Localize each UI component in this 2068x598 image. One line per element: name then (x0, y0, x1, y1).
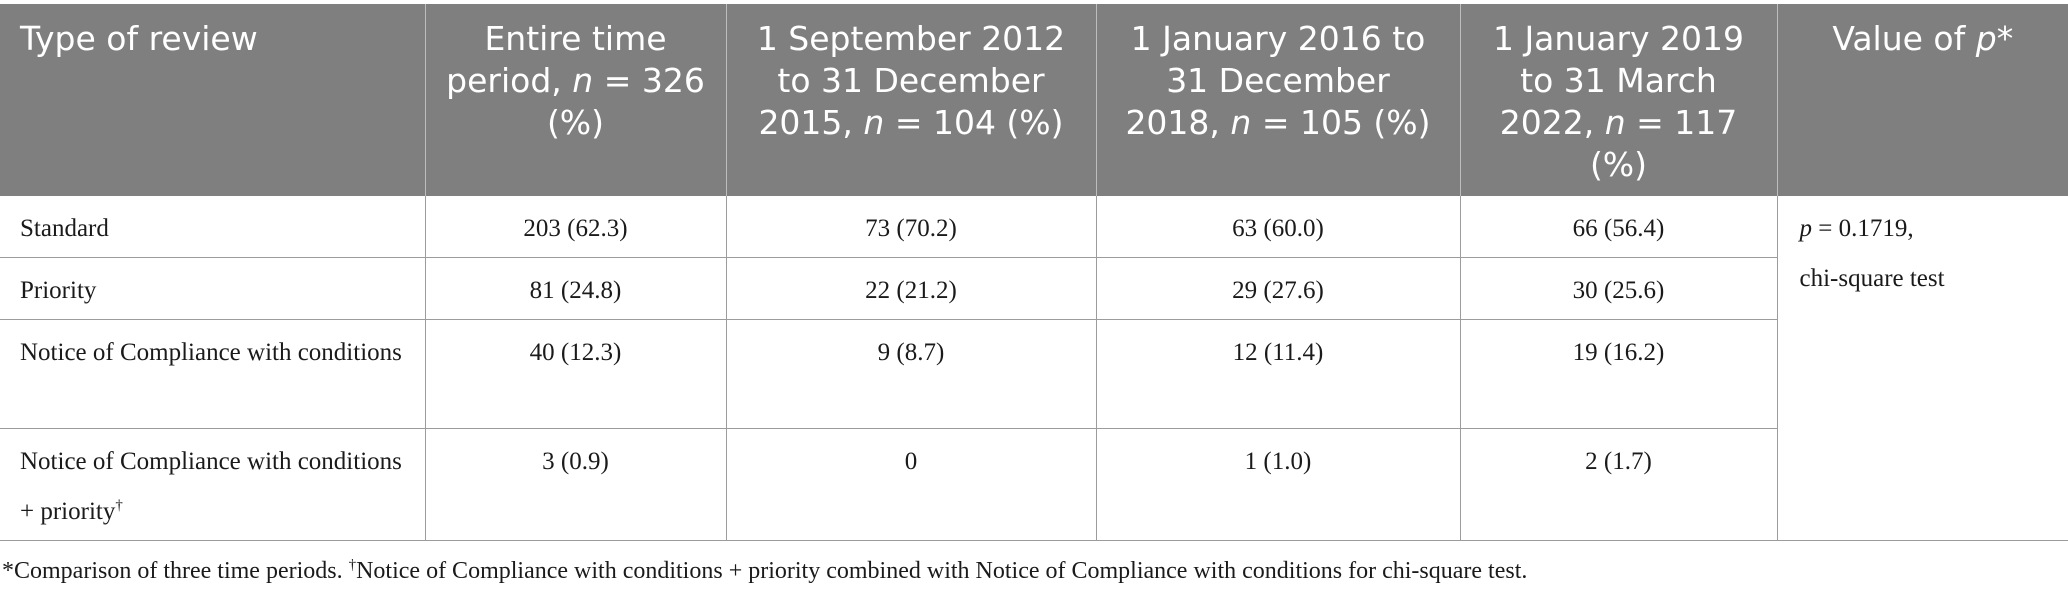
header-count: = 104 (%) (884, 103, 1064, 142)
n-symbol: n (1230, 103, 1252, 142)
p-symbol: p (1975, 19, 1997, 58)
dagger-marker: † (348, 557, 357, 573)
cell-period-2012-2015: 73 (70.2) (726, 196, 1097, 258)
cell-review-type: Standard (0, 196, 426, 258)
cell-period-2019-2022: 66 (56.4) (1460, 196, 1778, 258)
header-label: 1 January 2016 to 31 December 2018, (1125, 19, 1426, 142)
header-p-value: Value of p* (1777, 4, 2068, 196)
dagger-marker: † (115, 497, 123, 514)
review-type-label: Notice of Compliance with conditions + p… (20, 447, 402, 525)
n-symbol: n (1604, 103, 1626, 142)
cell-period-2012-2015: 9 (8.7) (726, 319, 1097, 429)
data-table: Type of review Entire time period, n = 3… (0, 4, 2068, 541)
table-row: Notice of Compliance with conditions 40 … (0, 319, 2068, 429)
asterisk-marker: * (1996, 19, 2014, 58)
header-row: Type of review Entire time period, n = 3… (0, 4, 2068, 196)
cell-entire-period: 3 (0.9) (425, 428, 727, 541)
n-symbol: n (863, 103, 885, 142)
cell-entire-period: 203 (62.3) (425, 196, 727, 258)
cell-period-2012-2015: 0 (726, 428, 1097, 541)
cell-entire-period: 81 (24.8) (425, 257, 727, 320)
cell-review-type: Notice of Compliance with conditions (0, 319, 426, 429)
header-period-2012-2015: 1 September 2012 to 31 December 2015, n … (726, 4, 1097, 196)
table-row: Priority 81 (24.8) 22 (21.2) 29 (27.6) 3… (0, 257, 2068, 320)
header-label: Type of review (20, 19, 258, 58)
header-count: = 326 (%) (546, 61, 705, 142)
header-entire-period: Entire time period, n = 326 (%) (425, 4, 727, 196)
header-period-2019-2022: 1 January 2019 to 31 March 2022, n = 117… (1460, 4, 1778, 196)
footnote-text: *Comparison of three time periods. (2, 558, 349, 584)
header-type-of-review: Type of review (0, 4, 426, 196)
cell-period-2019-2022: 2 (1.7) (1460, 428, 1778, 541)
cell-p-value: p = 0.1719, chi-square test (1777, 196, 2068, 541)
cell-period-2016-2018: 12 (11.4) (1096, 319, 1461, 429)
cell-period-2019-2022: 19 (16.2) (1460, 319, 1778, 429)
p-value-line: p = 0.1719, (1800, 204, 2051, 254)
header-label: 1 January 2019 to 31 March 2022, (1492, 19, 1745, 142)
table-header: Type of review Entire time period, n = 3… (0, 4, 2068, 196)
p-value-test: chi-square test (1799, 265, 1945, 292)
p-symbol: p (1799, 215, 1813, 242)
cell-review-type: Notice of Compliance with conditions + p… (0, 428, 426, 541)
header-label: Entire time period, (446, 19, 667, 100)
header-count: = 105 (%) (1251, 103, 1431, 142)
n-symbol: n (572, 61, 594, 100)
footnote-text: Notice of Compliance with conditions + p… (356, 558, 1528, 584)
review-type-table: Type of review Entire time period, n = 3… (0, 4, 2068, 541)
table-row: Standard 203 (62.3) 73 (70.2) 63 (60.0) … (0, 196, 2068, 541)
header-count: = 117 (%) (1589, 103, 1738, 184)
table-row: Notice of Compliance with conditions + p… (0, 428, 2068, 541)
header-label: 1 September 2012 to 31 December 2015, (756, 19, 1066, 142)
cell-period-2016-2018: 1 (1.0) (1096, 428, 1461, 541)
cell-entire-period: 40 (12.3) (425, 319, 727, 429)
cell-period-2019-2022: 30 (25.6) (1460, 257, 1778, 320)
cell-period-2016-2018: 63 (60.0) (1096, 196, 1461, 258)
cell-period-2016-2018: 29 (27.6) (1096, 257, 1461, 320)
table-body: Standard 203 (62.3) 73 (70.2) 63 (60.0) … (0, 196, 2068, 541)
header-period-2016-2018: 1 January 2016 to 31 December 2018, n = … (1096, 4, 1461, 196)
cell-review-type: Priority (0, 257, 426, 320)
p-value-number: = 0.1719, (1812, 215, 1914, 242)
header-label: Value of (1832, 19, 1976, 58)
table-footnote: *Comparison of three time periods. †Noti… (2, 556, 1527, 586)
cell-period-2012-2015: 22 (21.2) (726, 257, 1097, 320)
